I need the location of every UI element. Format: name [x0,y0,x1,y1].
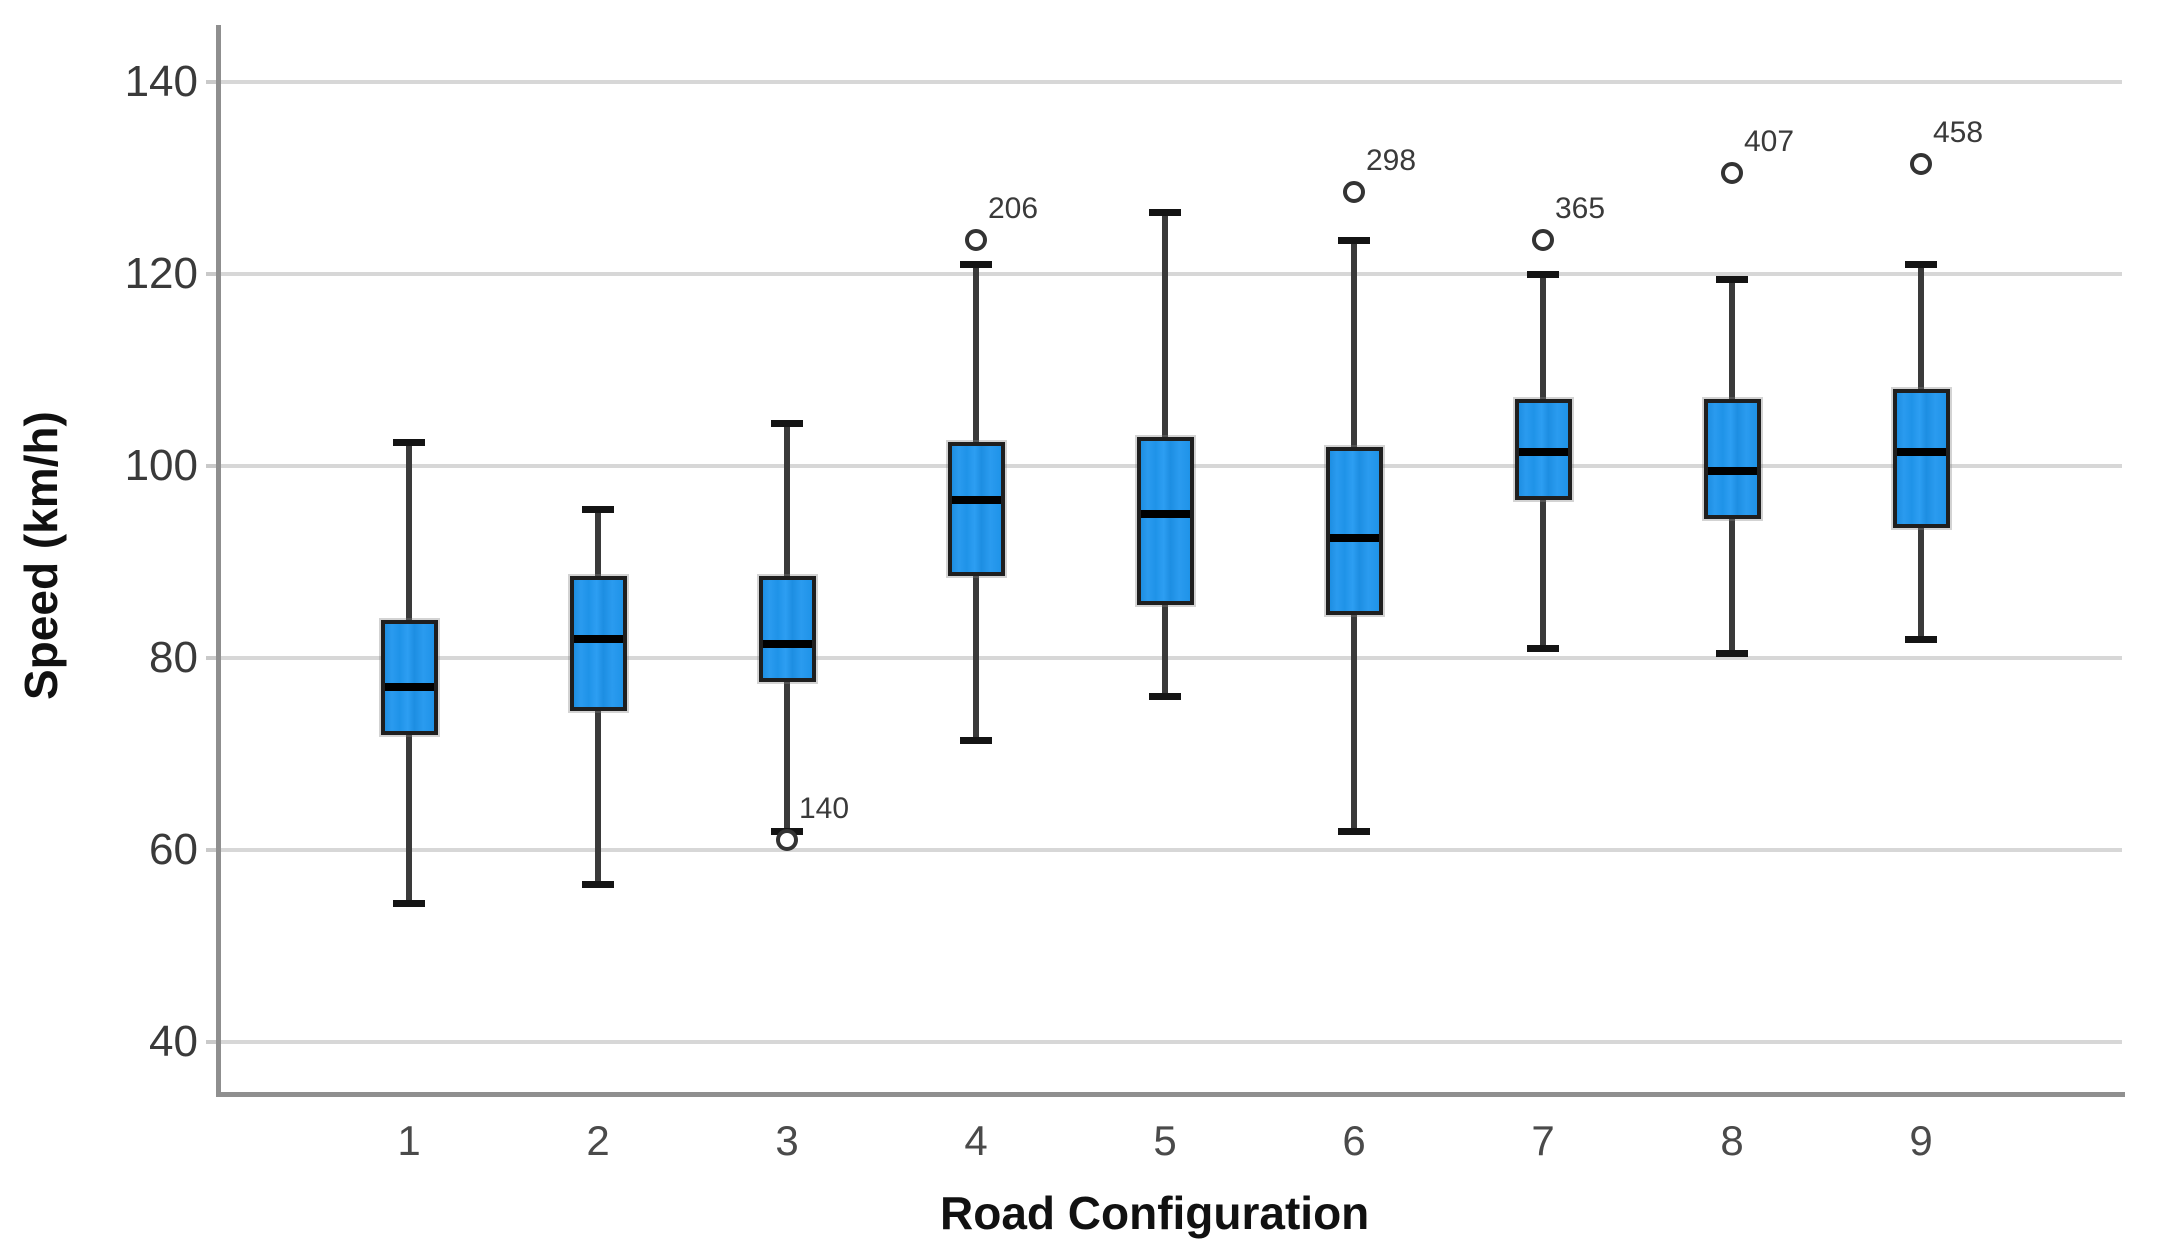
x-axis-line [216,1092,2125,1097]
y-tick-mark [206,848,218,852]
upper-whisker-cap [1905,261,1937,269]
x-tick-label: 7 [1531,1117,1555,1164]
lower-whisker-stem [784,682,790,831]
upper-whisker-stem [973,264,979,442]
outlier-label: 206 [988,192,1039,226]
x-tick-label: 4 [964,1117,988,1164]
lower-whisker-cap [1716,650,1748,658]
lower-whisker-stem [1540,499,1546,649]
y-gridline [218,80,2122,84]
lower-whisker-cap [1338,827,1370,835]
x-tick-label: 1 [397,1117,421,1164]
median-line [1518,447,1568,456]
y-tick-label: 140 [124,57,198,106]
median-line [384,682,434,691]
upper-whisker-cap [1338,237,1370,245]
y-tick-mark [206,464,218,468]
x-tick-label: 5 [1153,1117,1177,1164]
median-line [951,495,1001,504]
median-line [1140,510,1190,518]
boxplot-box [1325,446,1383,615]
x-tick-label: 3 [775,1117,799,1164]
outlier-label: 458 [1933,115,1984,149]
boxplot-box [1892,389,1950,529]
upper-whisker-cap [393,439,425,446]
x-tick-label: 6 [1342,1117,1366,1164]
y-axis-line [216,25,221,1094]
y-tick-mark [206,1040,218,1044]
upper-whisker-stem [406,442,412,620]
outlier-point [776,829,798,852]
x-tick-label: 2 [586,1117,610,1164]
y-tick-mark [206,272,218,276]
outlier-point [1721,162,1743,185]
upper-whisker-stem [1351,240,1357,447]
upper-whisker-cap [771,419,803,427]
y-tick-mark [206,656,218,660]
lower-whisker-stem [1351,614,1357,831]
outlier-label: 407 [1744,125,1795,159]
lower-whisker-stem [595,710,601,884]
boxplot-box [947,442,1005,577]
lower-whisker-cap [582,880,614,888]
y-gridline [218,848,2122,852]
boxplot-box [569,576,627,711]
upper-whisker-stem [1729,278,1735,399]
median-line [762,639,812,648]
x-tick-label: 9 [1909,1117,1933,1164]
y-tick-label: 40 [149,1017,198,1066]
median-line [1329,534,1379,542]
lower-whisker-stem [406,734,412,903]
upper-whisker-stem [784,422,790,577]
lower-whisker-stem [1918,528,1924,639]
upper-whisker-cap [1716,275,1748,283]
upper-whisker-cap [960,261,992,269]
upper-whisker-stem [595,509,601,577]
boxplot-box [1136,437,1194,606]
y-tick-mark [206,80,218,84]
outlier-label: 140 [799,792,850,826]
boxplot-box [380,619,438,735]
upper-whisker-cap [1149,208,1181,216]
y-tick-label: 100 [124,441,198,490]
lower-whisker-cap [1905,635,1937,643]
upper-whisker-stem [1918,264,1924,390]
y-gridline [218,1040,2122,1044]
lower-whisker-cap [393,899,425,907]
lower-whisker-cap [1527,645,1559,653]
y-gridline [218,656,2122,660]
lower-whisker-cap [960,736,992,744]
outlier-label: 365 [1555,192,1606,226]
outlier-point [1343,181,1365,204]
y-axis-title: Speed (km/h) [15,411,67,700]
outlier-label: 298 [1366,144,1417,178]
upper-whisker-stem [1540,274,1546,399]
boxplot-box [758,576,816,682]
y-tick-label: 80 [149,633,198,682]
x-tick-label: 8 [1720,1117,1744,1164]
lower-whisker-stem [1729,518,1735,654]
outlier-point [1910,152,1932,175]
upper-whisker-cap [1527,271,1559,278]
lower-whisker-stem [973,576,979,740]
outlier-point [1532,229,1554,252]
upper-whisker-cap [582,506,614,514]
upper-whisker-stem [1162,211,1168,438]
lower-whisker-cap [1149,693,1181,701]
median-line [573,634,623,643]
y-gridline [218,272,2122,276]
median-line [1896,447,1946,456]
median-line [1707,466,1757,475]
y-tick-label: 120 [124,249,198,298]
y-tick-label: 60 [149,825,198,874]
outlier-point [965,229,987,252]
boxplot-box [1703,398,1761,519]
x-axis-title: Road Configuration [940,1187,1370,1239]
lower-whisker-stem [1162,605,1168,697]
